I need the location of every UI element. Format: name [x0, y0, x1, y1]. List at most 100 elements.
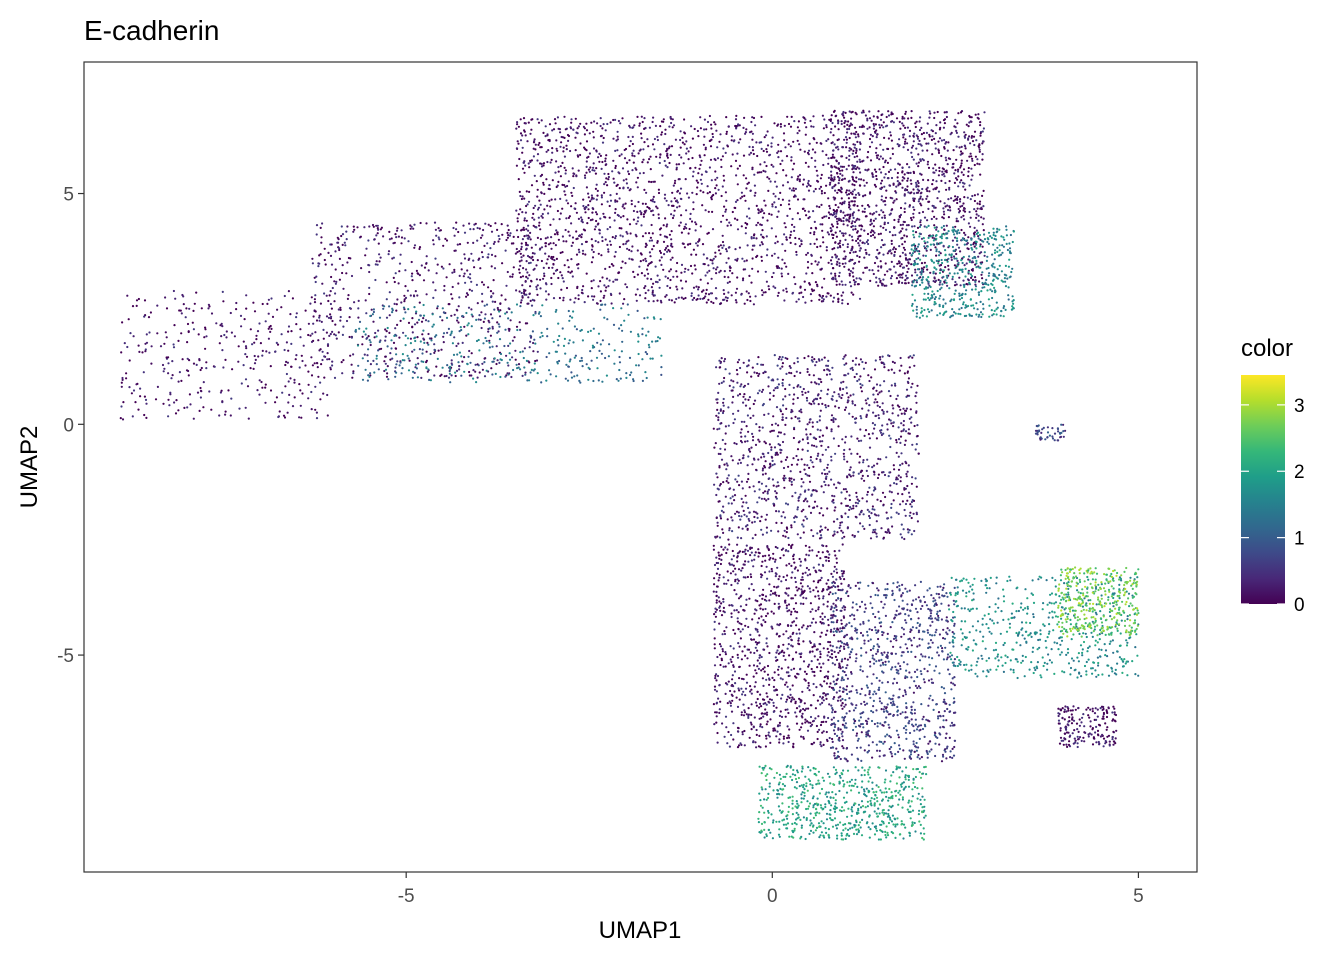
data-point: [859, 234, 862, 237]
data-point: [647, 180, 651, 183]
data-point: [933, 297, 937, 301]
data-point: [925, 286, 928, 289]
data-point: [914, 271, 917, 274]
data-point: [816, 174, 819, 177]
data-point: [864, 194, 867, 197]
data-point: [879, 279, 882, 282]
data-point: [559, 165, 562, 168]
data-point: [736, 381, 739, 384]
data-point: [880, 195, 884, 198]
data-point: [680, 231, 684, 234]
data-point: [852, 228, 855, 231]
data-point: [832, 208, 835, 212]
data-point: [640, 137, 643, 140]
data-point: [785, 290, 788, 293]
data-point: [384, 368, 388, 371]
data-point: [339, 306, 342, 309]
data-point: [794, 243, 797, 246]
data-point: [960, 159, 963, 162]
data-point: [518, 260, 521, 263]
data-point: [541, 216, 544, 219]
data-point: [740, 225, 743, 228]
data-point: [676, 261, 679, 265]
data-point: [707, 210, 710, 213]
data-point: [795, 253, 798, 256]
data-point: [143, 395, 146, 398]
data-point: [448, 263, 451, 266]
data-point: [434, 228, 437, 231]
data-point: [829, 294, 832, 297]
data-point: [558, 128, 562, 131]
data-point: [356, 226, 359, 229]
data-point: [912, 197, 915, 200]
data-point: [125, 372, 128, 375]
data-point: [752, 152, 755, 156]
data-point: [813, 231, 816, 234]
data-point: [567, 139, 570, 142]
data-point: [827, 138, 830, 141]
data-point: [137, 344, 140, 347]
data-point: [587, 216, 590, 220]
data-point: [542, 164, 545, 167]
data-point: [403, 300, 406, 303]
data-point: [334, 282, 337, 285]
data-point: [615, 192, 618, 195]
data-point: [724, 191, 728, 194]
data-point: [911, 252, 915, 255]
data-point: [805, 272, 808, 275]
data-point: [161, 363, 165, 367]
data-point: [763, 136, 766, 139]
data-point: [404, 334, 407, 337]
data-point: [630, 250, 633, 253]
data-point: [1005, 242, 1008, 245]
data-point: [766, 219, 769, 222]
data-point: [849, 213, 852, 216]
data-point: [853, 155, 856, 159]
data-point: [561, 207, 564, 210]
data-point: [549, 242, 552, 245]
data-point: [904, 282, 908, 285]
data-point: [591, 169, 594, 172]
data-point: [348, 307, 352, 310]
data-point: [880, 171, 883, 174]
data-point: [930, 217, 933, 221]
data-point: [603, 284, 606, 287]
data-point: [567, 342, 570, 345]
data-point: [867, 168, 870, 171]
data-point: [954, 266, 957, 270]
data-point: [656, 281, 659, 284]
data-point: [564, 185, 567, 188]
data-point: [913, 199, 916, 203]
data-point: [823, 118, 826, 121]
data-point: [432, 243, 435, 246]
data-point: [1000, 310, 1003, 313]
data-point: [630, 258, 633, 261]
data-point: [898, 280, 901, 283]
data-point: [992, 233, 995, 237]
data-point: [195, 291, 198, 294]
data-point: [743, 194, 746, 197]
data-point: [712, 301, 715, 305]
data-point: [981, 271, 984, 274]
data-point: [705, 301, 708, 304]
data-point: [264, 386, 267, 389]
data-point: [960, 259, 963, 262]
data-point: [990, 282, 993, 285]
data-point: [965, 289, 968, 292]
data-point: [504, 249, 507, 252]
data-point: [793, 229, 796, 232]
data-point: [699, 163, 702, 166]
data-point: [403, 237, 406, 240]
data-point: [920, 307, 923, 310]
data-point: [953, 264, 957, 267]
data-point: [831, 267, 835, 270]
data-point: [595, 213, 599, 216]
data-point: [323, 355, 326, 358]
data-point: [619, 122, 622, 125]
data-point: [934, 272, 937, 275]
data-point: [416, 294, 419, 297]
data-point: [958, 181, 962, 184]
data-point: [894, 271, 897, 274]
data-point: [746, 182, 749, 185]
data-point: [749, 299, 752, 303]
